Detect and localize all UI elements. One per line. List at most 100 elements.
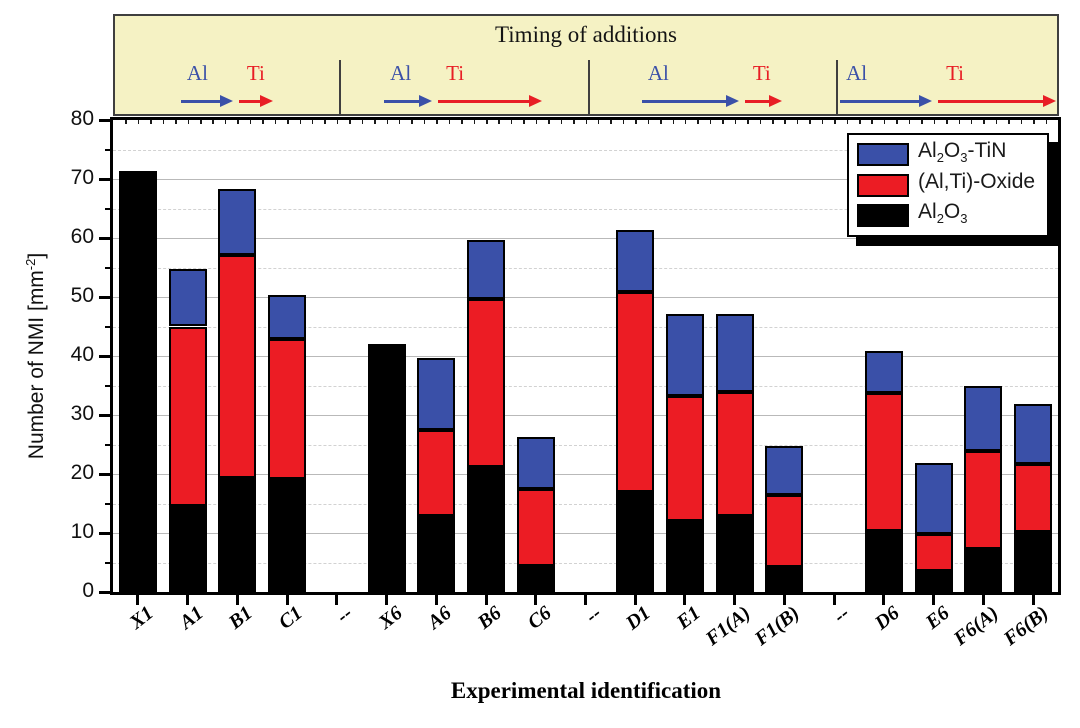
x-category-label: F6(B): [999, 602, 1053, 651]
x-category-label: B1: [224, 602, 257, 634]
legend-label: Al2O3-TiN: [918, 139, 1007, 166]
bar-segment-Al2O3-TiN: [268, 295, 307, 340]
x-minor-tick-top: [162, 120, 165, 124]
x-minor-tick-top: [684, 120, 687, 124]
x-category-label: --: [829, 602, 854, 628]
x-axis-tick: [285, 595, 289, 605]
band-panel-separator: [587, 60, 590, 114]
x-minor-tick-top: [784, 120, 786, 124]
y-tick-label: 50: [70, 284, 94, 308]
x-axis-tick: [782, 595, 786, 605]
minor-gridline: [113, 267, 1058, 269]
bar-segment-Al2O3: [417, 515, 456, 592]
minor-gridline: [113, 385, 1058, 387]
bar-segment-Al2O3: [765, 567, 804, 592]
y-major-tick: [99, 590, 113, 594]
bar-segment-Al2O3-TiN: [467, 240, 506, 300]
bar-segment-(Al,Ti)-Oxide: [268, 339, 307, 479]
x-minor-tick-top: [709, 120, 712, 124]
x-minor-tick-top: [846, 120, 849, 124]
x-minor-tick-top: [573, 120, 575, 124]
x-minor-tick-top: [411, 120, 413, 124]
bar-segment-(Al,Ti)-Oxide: [516, 488, 555, 567]
y-minor-tick: [105, 266, 113, 269]
band-title: Timing of additions: [495, 22, 677, 47]
y-axis-title: Number of NMI [mm-2]: [23, 206, 49, 506]
bar-segment-Al2O3-TiN: [715, 313, 754, 392]
y-major-tick: [99, 177, 113, 181]
ti-label: Ti: [446, 61, 465, 85]
x-axis-tick: [882, 595, 886, 605]
ti-arrowhead-icon: [768, 95, 782, 107]
bar-segment-Al2O3: [914, 571, 953, 592]
x-axis-tick: [932, 595, 936, 605]
bar-segment-Al2O3-TiN: [417, 357, 456, 431]
x-minor-tick-top: [436, 120, 438, 124]
x-minor-tick-top: [398, 120, 401, 124]
x-minor-tick-top: [336, 120, 339, 124]
bar-segment-Al2O3: [118, 171, 157, 592]
al-label: Al: [186, 61, 208, 85]
x-minor-tick-top: [274, 120, 277, 124]
x-axis-tick: [584, 595, 587, 605]
x-category-label: X1: [125, 602, 158, 634]
x-category-label: F1(A): [701, 602, 755, 651]
x-axis-tick: [136, 595, 140, 605]
x-minor-tick-top: [473, 120, 476, 124]
x-minor-tick-top: [610, 120, 612, 124]
bar-segment-Al2O3: [367, 344, 406, 592]
ti-arrow: [438, 95, 543, 107]
minor-gridline: [113, 326, 1058, 328]
x-minor-tick-top: [809, 120, 811, 124]
x-minor-tick-top: [933, 120, 936, 124]
al-arrowhead-icon: [419, 95, 433, 107]
y-major-tick: [99, 236, 113, 240]
x-minor-tick-top: [759, 120, 762, 124]
band-panel-separator: [338, 60, 341, 114]
x-minor-tick-top: [386, 120, 389, 124]
y-major-tick: [99, 354, 113, 358]
x-axis-tick: [235, 595, 239, 605]
x-minor-tick-top: [548, 120, 550, 124]
legend-swatch-red: [857, 173, 909, 197]
x-minor-tick-top: [597, 120, 600, 124]
x-axis-tick: [981, 595, 985, 605]
x-minor-tick-top: [249, 120, 252, 124]
legend: Al2O3-TiN (Al,Ti)-Oxide Al2O3: [847, 133, 1049, 237]
legend-item-al2o3: Al2O3: [857, 200, 1039, 230]
x-minor-tick-top: [647, 120, 650, 124]
y-tick-label: 0: [82, 579, 94, 603]
y-major-tick: [99, 472, 113, 476]
ti-arrowhead-icon: [529, 95, 543, 107]
minor-gridline: [113, 444, 1058, 446]
bar-segment-Al2O3: [218, 477, 257, 592]
al-arrow: [384, 95, 433, 107]
x-minor-tick-top: [1033, 120, 1035, 124]
x-minor-tick-top: [237, 120, 239, 124]
x-minor-tick-top: [983, 120, 985, 124]
y-minor-tick: [105, 443, 113, 446]
legend-label: Al2O3: [918, 200, 968, 227]
ti-arrow: [744, 95, 782, 107]
y-axis-title-text: Number of NMI [mm: [25, 270, 48, 460]
y-tick-label: 60: [70, 225, 94, 249]
major-gridline: [113, 238, 1058, 239]
x-category-label: X6: [374, 602, 407, 634]
x-minor-tick-top: [734, 120, 737, 124]
x-category-label: E6: [921, 602, 954, 634]
al-arrowhead-icon: [725, 95, 739, 107]
x-minor-tick-top: [772, 120, 774, 124]
y-tick-label: 40: [70, 343, 94, 367]
y-tick-label: 20: [70, 461, 94, 485]
major-gridline: [113, 297, 1058, 298]
bar-segment-Al2O3-TiN: [665, 313, 704, 397]
x-minor-tick-top: [361, 120, 364, 124]
y-minor-tick: [105, 325, 113, 328]
x-minor-tick-top: [672, 120, 675, 124]
y-minor-tick: [105, 148, 113, 151]
major-gridline: [113, 533, 1058, 534]
x-minor-tick-top: [585, 120, 587, 124]
bar-segment-Al2O3-TiN: [914, 462, 953, 534]
bar-segment-Al2O3: [964, 548, 1003, 592]
y-axis-title-bracket: ]: [25, 252, 48, 259]
